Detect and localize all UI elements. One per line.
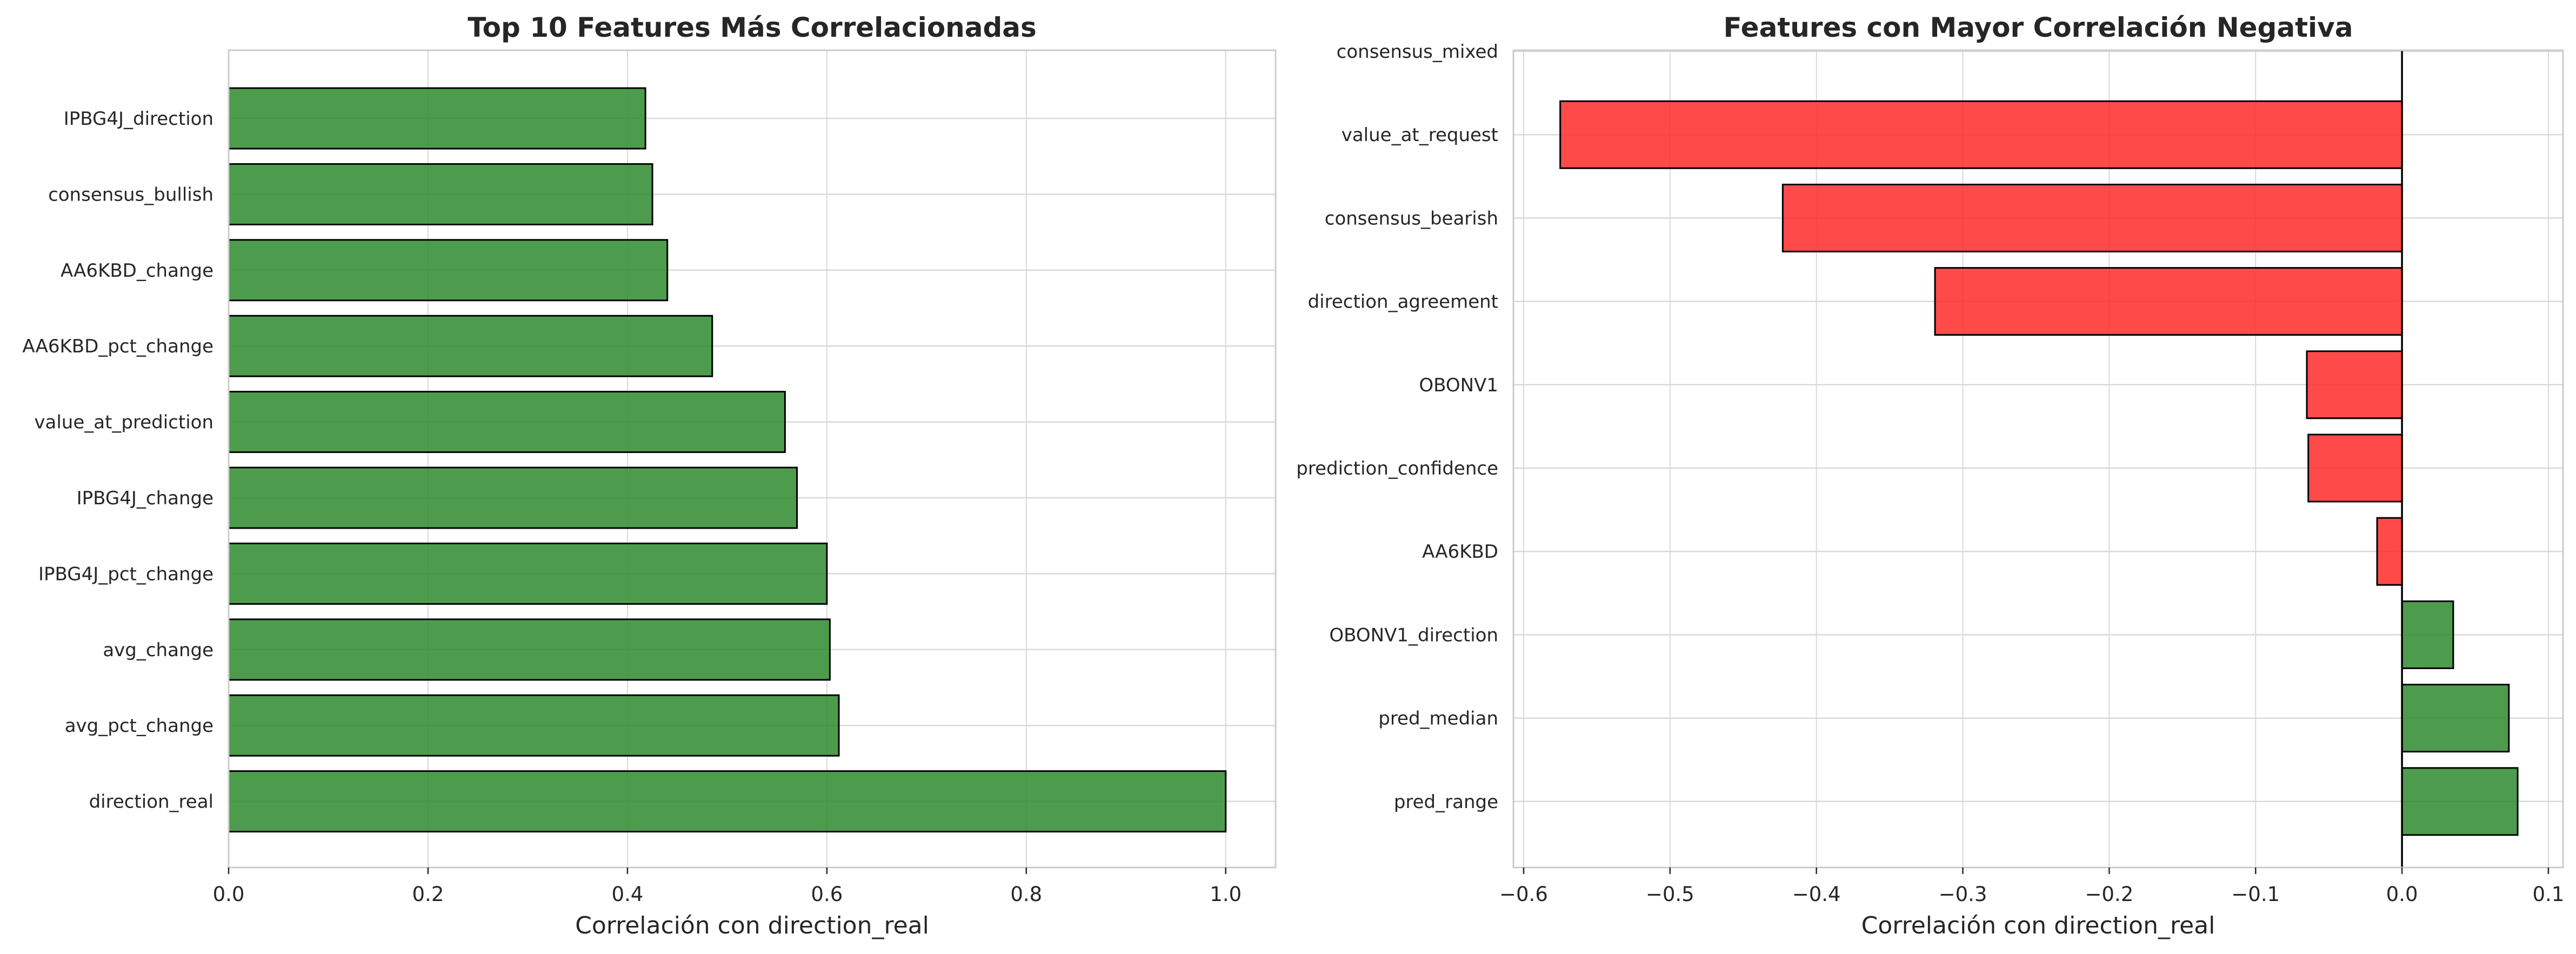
category-label: value_at_prediction xyxy=(34,412,213,433)
category-label: consensus_bearish xyxy=(1325,208,1498,229)
bar-consensus_bullish xyxy=(228,163,653,225)
category-label: AA6KBD_change xyxy=(61,260,213,282)
category-label: avg_pct_change xyxy=(65,715,213,737)
x-tick-label: −0.4 xyxy=(1792,883,1841,906)
category-label: direction_agreement xyxy=(1308,291,1498,313)
chart-panel-2: −0.6 −0.5 −0.4 −0.3 −0.2 −0.1 0.0 0.1 consensus_… xyxy=(1296,12,2564,939)
x-axis-label: Correlación con direction_real xyxy=(575,912,929,939)
category-label: prediction_confidence xyxy=(1296,458,1498,479)
category-label: IPBG4J_direction xyxy=(64,108,213,130)
bar-AA6KBD_pct_change xyxy=(228,315,713,377)
category-label: pred_median xyxy=(1378,708,1498,730)
x-tick-label: 0.8 xyxy=(1010,883,1042,906)
chart-title: Features con Mayor Correlación Negativa xyxy=(1724,12,2353,43)
bar-direction_agreement xyxy=(1934,267,2403,336)
x-tick-label: 0.1 xyxy=(2532,883,2564,906)
chart-title: Top 10 Features Más Correlacionadas xyxy=(468,12,1037,43)
bar-avg_pct_change xyxy=(228,694,840,757)
bar-AA6KBD_change xyxy=(228,239,669,302)
bar-IPBG4J_direction xyxy=(228,87,646,150)
bar-AA6KBD xyxy=(2376,517,2403,586)
bar-direction_real xyxy=(228,770,1227,833)
category-label: AA6KBD_pct_change xyxy=(22,336,213,357)
bar-pred_median xyxy=(2401,684,2510,753)
category-label: consensus_mixed xyxy=(1337,41,1498,63)
category-label: IPBG4J_pct_change xyxy=(38,563,213,585)
bar-prediction_confidence xyxy=(2307,433,2403,503)
bar-IPBG4J_pct_change xyxy=(228,542,828,605)
x-tick-label: 0.6 xyxy=(811,883,843,906)
category-label: value_at_request xyxy=(1342,124,1498,146)
bar-IPBG4J_change xyxy=(228,466,798,529)
category-label: AA6KBD xyxy=(1422,541,1498,563)
x-tick-label: 0.2 xyxy=(412,883,444,906)
bar-pred_range xyxy=(2401,767,2519,836)
x-tick-label: −0.5 xyxy=(1646,883,1694,906)
bar-OBONV1 xyxy=(2306,350,2403,419)
x-tick-label: −0.3 xyxy=(1939,883,1987,906)
axes-frame xyxy=(228,49,1277,869)
bar-consensus_bearish xyxy=(1781,183,2403,252)
chart-panel-1: 0.0 0.2 0.4 0.6 0.8 1.0 IPBG4J_directionconsen… xyxy=(22,12,1277,939)
x-tick-label: 0.4 xyxy=(611,883,643,906)
category-label: consensus_bullish xyxy=(48,184,213,205)
category-label: OBONV1 xyxy=(1419,375,1498,396)
category-label: IPBG4J_change xyxy=(77,488,213,509)
x-axis-label: Correlación con direction_real xyxy=(1861,912,2215,939)
bar-OBONV1_direction xyxy=(2401,600,2454,669)
bar-avg_change xyxy=(228,618,831,681)
bar-value_at_prediction xyxy=(228,391,786,453)
category-label: direction_real xyxy=(89,791,213,813)
category-label: OBONV1_direction xyxy=(1329,624,1498,646)
x-tick-label: −0.1 xyxy=(2231,883,2280,906)
axes-frame xyxy=(1512,49,2564,869)
x-tick-label: −0.6 xyxy=(1499,883,1548,906)
category-label: pred_range xyxy=(1394,791,1498,813)
x-tick-label: −0.2 xyxy=(2085,883,2133,906)
x-tick-label: 1.0 xyxy=(1210,883,1242,906)
category-label: avg_change xyxy=(103,639,213,661)
x-tick-label: 0.0 xyxy=(213,883,245,906)
x-tick-label: 0.0 xyxy=(2386,883,2418,906)
bar-value_at_request xyxy=(1559,100,2403,169)
